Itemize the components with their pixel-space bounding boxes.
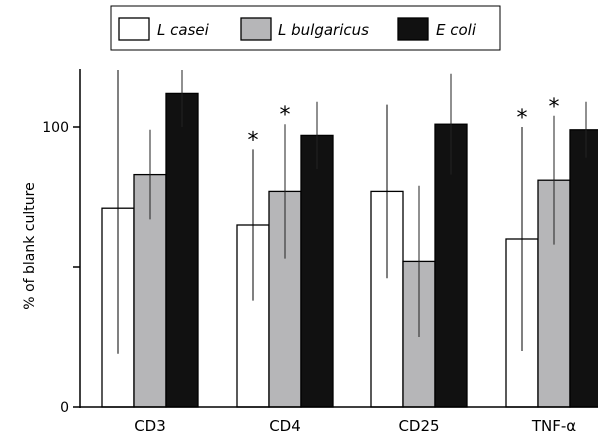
legend-label-l-bulgaricus: L bulgaricus [278,21,369,39]
legend-label-l-casei: L casei [157,21,210,39]
bar-cd3-e-coli [165,92,199,408]
y-tick-label: 0 [60,400,69,416]
legend-label-e-coli: E coli [436,21,477,39]
significance-marker: * [248,128,259,153]
plot-area: * * * * [80,70,598,408]
significance-marker: * [517,106,528,131]
chart-legend: L casei L bulgaricus E coli [110,5,501,51]
legend-swatch-l-bulgaricus [240,17,272,41]
legend-swatch-e-coli [397,17,429,41]
bar-tnf-l-bulgaricus [537,179,571,408]
legend-swatch-l-casei [118,17,150,41]
x-tick-label: CD4 [269,417,301,435]
significance-marker: * [280,103,291,128]
bar-tnf-e-coli [569,129,598,408]
significance-marker: * [549,95,560,120]
bar-cd4-e-coli [300,134,334,408]
x-tick-label: TNF-α [531,417,576,435]
y-axis-label: % of blank culture [22,182,38,309]
x-tick-label: CD25 [398,417,439,435]
x-tick-label: CD3 [134,417,166,435]
x-axis-labels: CD3 CD4 CD25 TNF-α [134,417,576,435]
legend-box [110,5,501,51]
y-tick-label: 100 [42,120,69,136]
y-axis-ticks: 0 100 [42,120,80,416]
